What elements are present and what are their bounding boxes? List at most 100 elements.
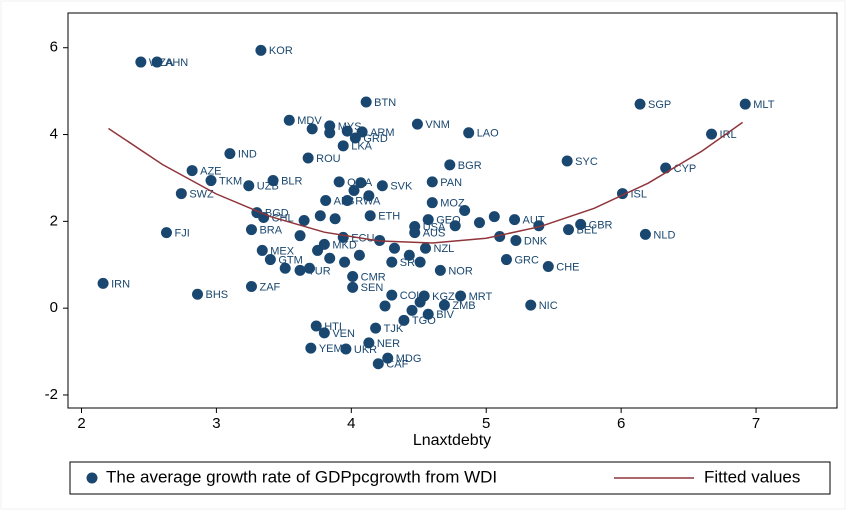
x-tick-label: 6 — [617, 415, 625, 432]
point-label: AZE — [200, 165, 221, 177]
point-label: SEN — [361, 282, 384, 294]
point — [243, 180, 255, 192]
point — [379, 300, 391, 312]
point — [256, 244, 268, 256]
point-label: ARM — [370, 127, 394, 139]
point — [267, 175, 279, 187]
point — [294, 230, 306, 242]
point — [706, 128, 718, 140]
point — [355, 177, 367, 189]
point — [422, 308, 434, 320]
point — [340, 343, 352, 355]
point — [279, 262, 291, 274]
point — [449, 220, 461, 232]
point-label: LAO — [477, 128, 499, 140]
point — [175, 188, 187, 200]
point — [205, 175, 217, 187]
point-label: TGO — [412, 315, 436, 327]
point-label: TJK — [384, 323, 404, 335]
point — [409, 227, 421, 239]
point — [438, 299, 450, 311]
point-label: BRA — [259, 225, 282, 237]
point — [363, 337, 375, 349]
point-label: ROU — [316, 153, 341, 165]
point-label: MDV — [297, 115, 322, 127]
point-label: BHS — [206, 289, 229, 301]
point — [509, 214, 521, 226]
point — [347, 281, 359, 293]
y-tick-label: 4 — [50, 126, 58, 143]
point-label: MKD — [332, 239, 357, 251]
point-label: NOR — [448, 265, 473, 277]
point — [660, 162, 672, 174]
point — [494, 231, 506, 243]
point-label: TKM — [219, 175, 242, 187]
point — [459, 205, 471, 216]
point — [329, 213, 341, 225]
legend-marker — [86, 472, 98, 484]
point — [426, 176, 438, 188]
point — [414, 296, 426, 308]
point — [455, 290, 467, 302]
point — [160, 227, 172, 239]
point — [339, 256, 351, 268]
point-label: CHE — [556, 261, 579, 273]
point-label: IRN — [111, 278, 130, 290]
point — [434, 264, 446, 276]
point-label: NZL — [434, 243, 455, 255]
point-label: BEL — [577, 225, 598, 237]
point — [382, 352, 394, 364]
point — [563, 224, 575, 236]
point — [406, 304, 418, 316]
point-label: NER — [377, 338, 400, 350]
point — [525, 299, 537, 311]
point — [386, 289, 398, 301]
point — [283, 114, 295, 126]
point-label: ZMB — [452, 300, 475, 312]
point — [348, 185, 360, 197]
point-label: SYC — [575, 156, 598, 168]
point — [337, 231, 349, 243]
point — [473, 217, 485, 229]
point — [388, 242, 400, 254]
plot-area — [67, 12, 838, 409]
point — [444, 159, 456, 171]
point-label: ZAF — [259, 281, 280, 293]
y-tick-label: -2 — [45, 386, 58, 403]
point — [341, 195, 353, 207]
point-label: VEN — [332, 328, 355, 340]
point — [306, 123, 318, 135]
x-tick-label: 4 — [347, 415, 355, 432]
point — [324, 127, 336, 139]
point-label: GBR — [589, 219, 613, 231]
point — [370, 322, 382, 334]
point — [312, 244, 324, 256]
point — [302, 152, 314, 164]
point — [561, 155, 573, 167]
point — [298, 214, 310, 226]
point — [488, 211, 500, 223]
point-label: SGP — [648, 99, 671, 111]
point — [510, 234, 522, 246]
point — [97, 277, 109, 289]
y-tick-label: 6 — [50, 39, 58, 56]
point — [364, 210, 376, 222]
point-label: ISL — [630, 188, 647, 200]
point-label: NIC — [539, 300, 558, 312]
point-label: ETH — [378, 211, 400, 223]
point-label: GRD — [363, 133, 388, 145]
point — [347, 270, 359, 282]
point-label: AUS — [423, 228, 446, 240]
point-label: UKR — [354, 344, 377, 356]
point-label: MRT — [469, 291, 493, 303]
point-label: CMR — [361, 271, 386, 283]
x-tick-label: 3 — [212, 415, 220, 432]
point — [186, 165, 198, 177]
point-label: IRL — [720, 129, 737, 141]
point — [353, 249, 365, 261]
point — [337, 140, 349, 152]
point-label: KGZ — [432, 291, 455, 303]
point — [426, 197, 438, 209]
point-label: GRC — [514, 254, 539, 266]
